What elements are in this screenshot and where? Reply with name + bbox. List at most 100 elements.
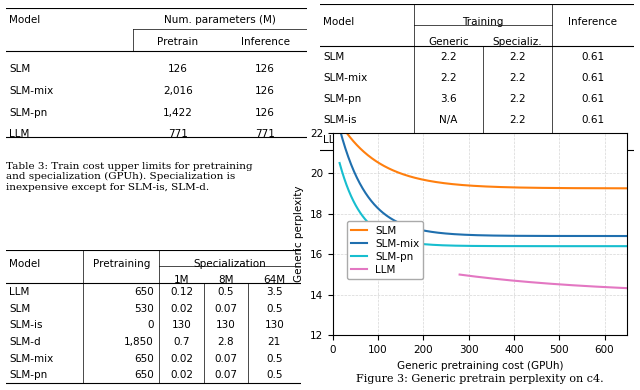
Text: Specialization: Specialization <box>194 259 266 269</box>
Text: 8M: 8M <box>218 275 234 285</box>
Text: 0.61: 0.61 <box>581 94 604 104</box>
Text: 0.07: 0.07 <box>214 370 237 380</box>
LLM <box>547 281 554 286</box>
Text: 1,850: 1,850 <box>124 337 154 347</box>
Legend: SLM, SLM-mix, SLM-pn, LLM: SLM, SLM-mix, SLM-pn, LLM <box>347 222 424 279</box>
Text: 0.61: 0.61 <box>581 73 604 83</box>
Text: 771: 771 <box>168 129 188 139</box>
Text: SLM-mix: SLM-mix <box>10 86 54 96</box>
LLM <box>620 285 627 290</box>
Text: 2.2: 2.2 <box>509 73 526 83</box>
Text: 0.5: 0.5 <box>218 287 234 297</box>
SLM <box>623 186 631 191</box>
Text: Figure 3: Generic pretrain perplexity on c4.: Figure 3: Generic pretrain perplexity on… <box>356 374 604 385</box>
Text: 2.2: 2.2 <box>509 94 526 104</box>
Text: 0.7: 0.7 <box>173 337 190 347</box>
SLM-pn <box>616 244 624 248</box>
SLM-pn <box>507 244 515 248</box>
SLM-pn <box>623 244 631 248</box>
Text: SLM-mix: SLM-mix <box>10 354 54 363</box>
Text: LLM: LLM <box>10 287 29 297</box>
Text: N/A: N/A <box>440 115 458 124</box>
Text: SLM: SLM <box>10 304 31 314</box>
Text: 7.7: 7.7 <box>509 135 526 145</box>
SLM-mix <box>474 233 482 238</box>
Text: 650: 650 <box>134 354 154 363</box>
Line: SLM-pn: SLM-pn <box>340 163 627 246</box>
Text: 64M: 64M <box>263 275 285 285</box>
Text: SLM-pn: SLM-pn <box>10 108 47 117</box>
Text: 0.5: 0.5 <box>266 304 282 314</box>
Text: 3.5: 3.5 <box>266 287 283 297</box>
SLM-mix <box>492 233 499 238</box>
Text: 0.61: 0.61 <box>581 115 604 124</box>
Text: 3.6: 3.6 <box>440 94 457 104</box>
SLM <box>492 184 499 189</box>
X-axis label: Generic pretraining cost (GPUh): Generic pretraining cost (GPUh) <box>397 361 563 370</box>
Text: LLM: LLM <box>323 135 344 145</box>
LLM <box>623 286 631 291</box>
Line: SLM: SLM <box>340 122 627 188</box>
SLM <box>336 120 344 125</box>
Text: 0: 0 <box>147 320 154 330</box>
SLM-pn <box>472 244 480 248</box>
Text: 0.12: 0.12 <box>170 287 193 297</box>
Text: 126: 126 <box>168 64 188 74</box>
Text: SLM-pn: SLM-pn <box>10 370 47 380</box>
Text: 771: 771 <box>255 129 275 139</box>
LLM <box>536 281 544 285</box>
Text: 2.2: 2.2 <box>440 52 457 62</box>
SLM-pn <box>492 244 499 248</box>
Text: Specializ.: Specializ. <box>493 37 542 48</box>
Text: Model: Model <box>323 17 355 27</box>
SLM-mix <box>336 126 344 131</box>
LLM <box>456 272 463 277</box>
Text: 0.07: 0.07 <box>214 354 237 363</box>
SLM <box>507 185 515 190</box>
Text: 130: 130 <box>216 320 236 330</box>
Text: 126: 126 <box>255 108 275 117</box>
Text: Training: Training <box>462 17 504 27</box>
Text: 2.2: 2.2 <box>440 73 457 83</box>
Text: Inference: Inference <box>568 17 618 27</box>
Text: 0.61: 0.61 <box>581 52 604 62</box>
Text: SLM: SLM <box>10 64 31 74</box>
Text: 7.7: 7.7 <box>440 135 457 145</box>
SLM <box>474 184 482 188</box>
Text: 0.5: 0.5 <box>266 370 282 380</box>
LLM <box>556 282 563 287</box>
Text: 650: 650 <box>134 287 154 297</box>
SLM-pn <box>336 161 344 165</box>
Text: 0.07: 0.07 <box>214 304 237 314</box>
Text: 0.02: 0.02 <box>170 304 193 314</box>
Text: Num. parameters (M): Num. parameters (M) <box>164 15 276 25</box>
Text: SLM-pn: SLM-pn <box>323 94 362 104</box>
Text: SLM: SLM <box>323 52 344 62</box>
LLM <box>536 280 543 285</box>
Text: 2.54: 2.54 <box>581 135 604 145</box>
Text: 1M: 1M <box>174 275 189 285</box>
SLM <box>616 186 624 191</box>
SLM-pn <box>474 244 482 248</box>
Text: 650: 650 <box>134 370 154 380</box>
Text: 1,422: 1,422 <box>163 108 193 117</box>
Text: 2,016: 2,016 <box>163 86 193 96</box>
Text: 2.2: 2.2 <box>509 52 526 62</box>
Text: 2.8: 2.8 <box>218 337 234 347</box>
Text: SLM-d: SLM-d <box>10 337 41 347</box>
Text: LLM: LLM <box>10 129 30 139</box>
Text: 21: 21 <box>268 337 281 347</box>
Text: Model: Model <box>10 15 41 25</box>
Text: 0.02: 0.02 <box>170 354 193 363</box>
Line: LLM: LLM <box>460 275 627 288</box>
Text: 530: 530 <box>134 304 154 314</box>
Text: Table 3: Train cost upper limits for pretraining
and specialization (GPUh). Spec: Table 3: Train cost upper limits for pre… <box>6 162 253 192</box>
Text: 126: 126 <box>255 86 275 96</box>
Line: SLM-mix: SLM-mix <box>340 129 627 236</box>
Text: Pretrain: Pretrain <box>157 37 198 47</box>
Text: Pretraining: Pretraining <box>93 259 150 269</box>
Text: 126: 126 <box>255 64 275 74</box>
Text: 130: 130 <box>172 320 191 330</box>
SLM-mix <box>623 234 631 238</box>
SLM <box>472 184 480 188</box>
